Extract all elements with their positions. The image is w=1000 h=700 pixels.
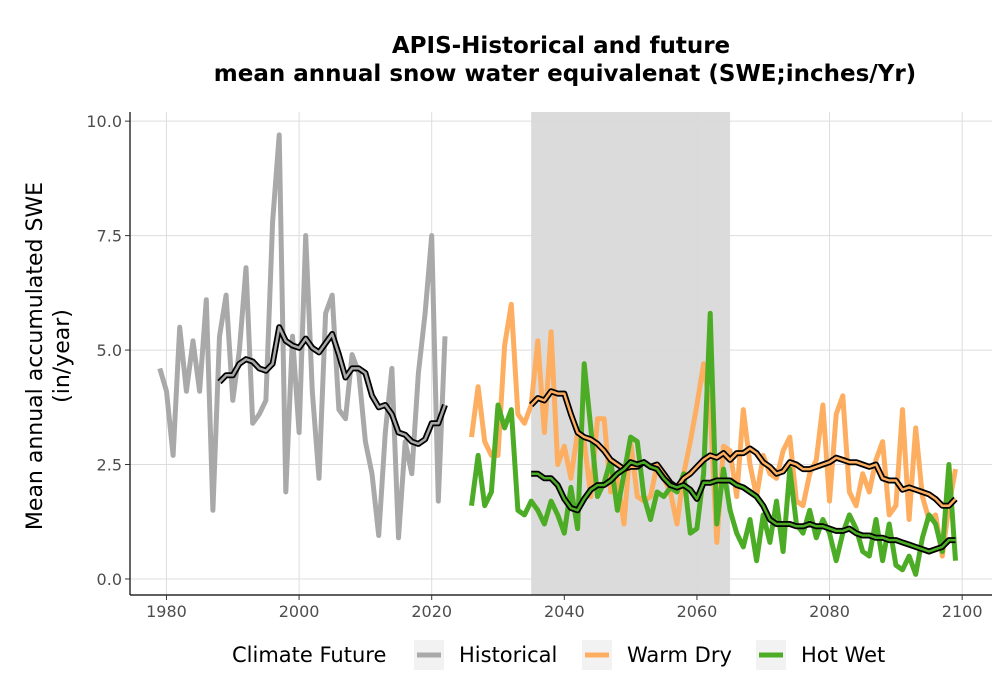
x-tick-label-1980: 1980: [146, 602, 187, 621]
x-tick-label-2100: 2100: [942, 602, 983, 621]
series-line-hot-wet: [469, 310, 958, 577]
x-tick-label-2000: 2000: [279, 602, 320, 621]
y-tick-label-7.5: 7.5: [97, 227, 122, 246]
x-tick-label-2020: 2020: [411, 602, 452, 621]
y-axis-label: Mean annual accumulated SWE (in/year): [23, 182, 75, 530]
legend-label-historical: Historical: [459, 643, 557, 667]
y-tick-label-0.0: 0.0: [97, 570, 122, 589]
smoothed-line-hot-wet: [531, 460, 956, 553]
smoothed-line-historical: [218, 325, 447, 446]
legend-title: Climate Future: [232, 643, 386, 667]
x-tick-label-2040: 2040: [544, 602, 585, 621]
chart-title-line1: APIS-Historical and future: [392, 33, 730, 59]
legend: Climate Future Historical Warm Dry Hot Wet: [232, 640, 885, 670]
smoothed-line-warm-dry: [530, 390, 957, 507]
y-axis-label-line2: (in/year): [50, 309, 75, 403]
x-tick-label-2080: 2080: [809, 602, 850, 621]
y-tick-label-5.0: 5.0: [97, 341, 122, 360]
y-axis-label-line1: Mean annual accumulated SWE: [23, 182, 48, 530]
series-line-historical: [157, 132, 448, 541]
legend-label-hot-wet: Hot Wet: [801, 643, 885, 667]
y-tick-label-2.5: 2.5: [97, 456, 122, 475]
plot-area: 1980 2000 2020 2040 2060 2080 2100 0.0 2.5 5.0 7.5…: [86, 112, 992, 621]
chart-title-line2: mean annual snow water equivalenat (SWE;…: [214, 61, 916, 87]
y-tick-label-10.0: 10.0: [86, 112, 122, 131]
legend-label-warm-dry: Warm Dry: [627, 643, 732, 667]
x-tick-label-2060: 2060: [677, 602, 718, 621]
